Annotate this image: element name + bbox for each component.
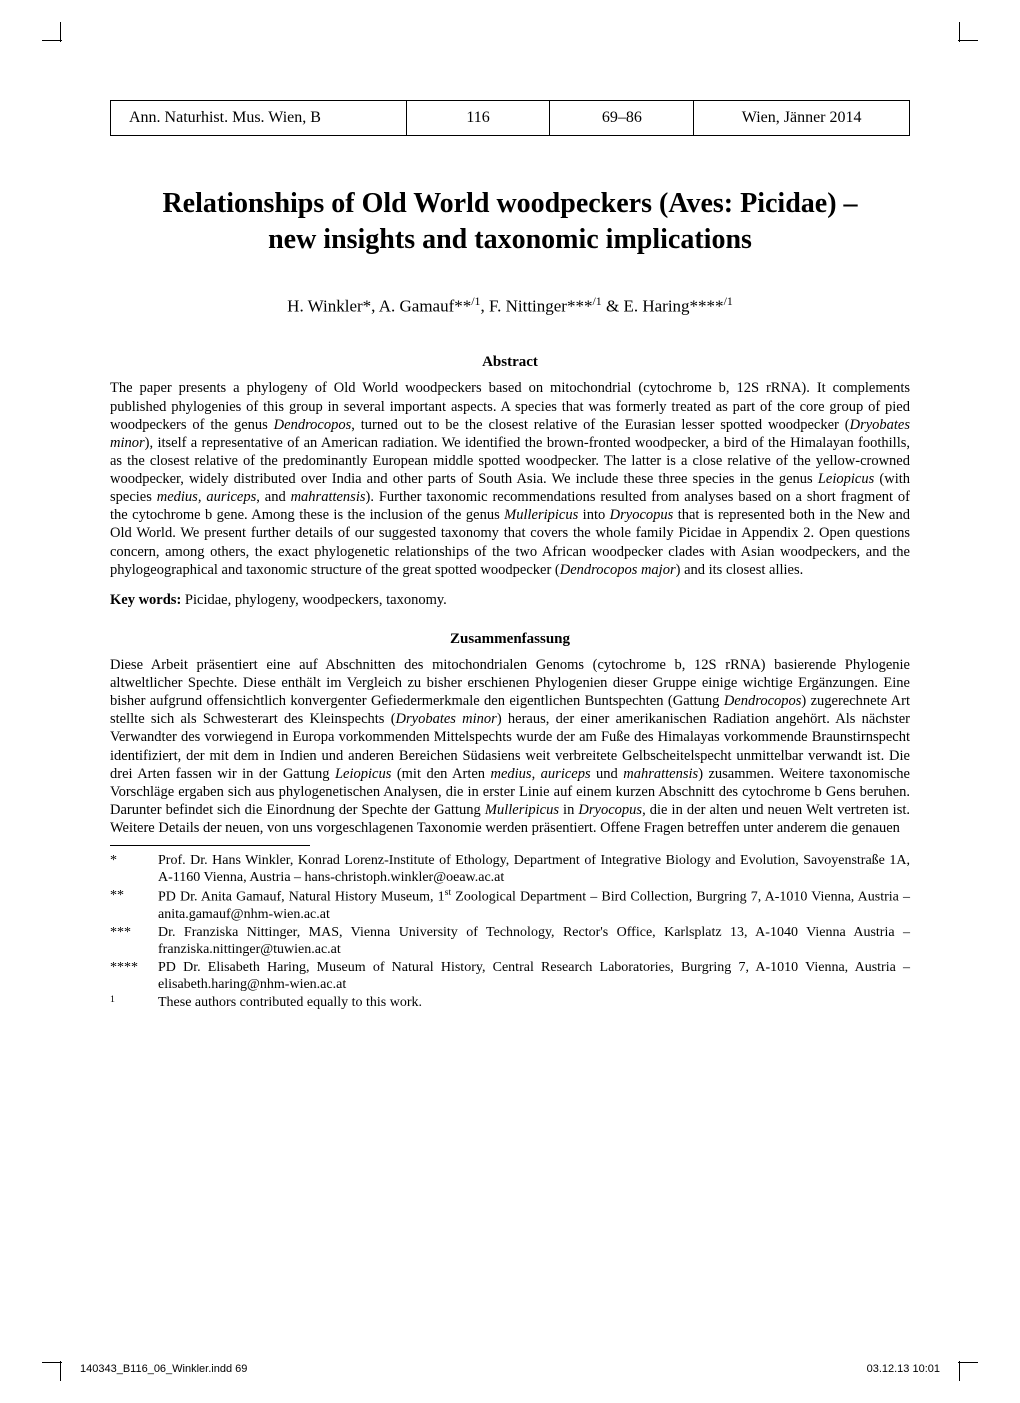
- title-line-1: Relationships of Old World woodpeckers (…: [162, 188, 857, 219]
- title-line-2: new insights and taxonomic implications: [268, 224, 752, 255]
- journal-name: Ann. Naturhist. Mus. Wien, B: [111, 101, 407, 136]
- footnote-marker: **: [110, 887, 158, 923]
- paper-title: Relationships of Old World woodpeckers (…: [110, 186, 910, 259]
- footnote-3: *** Dr. Franziska Nittinger, MAS, Vienna…: [110, 924, 910, 958]
- abstract-body: The paper presents a phylogeny of Old Wo…: [110, 379, 910, 578]
- footnote-marker: 1: [110, 994, 158, 1011]
- keywords-label: Key words:: [110, 592, 181, 608]
- keywords-line: Key words: Picidae, phylogeny, woodpecke…: [110, 591, 910, 609]
- footnote-4: **** PD Dr. Elisabeth Haring, Museum of …: [110, 959, 910, 993]
- footnote-marker: ****: [110, 959, 158, 993]
- journal-volume: 116: [406, 101, 550, 136]
- footnote-separator: [110, 845, 310, 846]
- footnote-5: 1 These authors contributed equally to t…: [110, 994, 910, 1011]
- footnote-2: ** PD Dr. Anita Gamauf, Natural History …: [110, 887, 910, 923]
- footnote-text: These authors contributed equally to thi…: [158, 994, 910, 1011]
- footnote-text: Prof. Dr. Hans Winkler, Konrad Lorenz-In…: [158, 852, 910, 886]
- zusammenfassung-body: Diese Arbeit präsentiert eine auf Abschn…: [110, 656, 910, 837]
- journal-location-date: Wien, Jänner 2014: [694, 101, 910, 136]
- footnote-text: Dr. Franziska Nittinger, MAS, Vienna Uni…: [158, 924, 910, 958]
- zusammenfassung-heading: Zusammenfassung: [110, 631, 910, 648]
- page-footer: 140343_B116_06_Winkler.indd 69 03.12.13 …: [80, 1363, 940, 1375]
- footnote-marker: ***: [110, 924, 158, 958]
- footnote-1: * Prof. Dr. Hans Winkler, Konrad Lorenz-…: [110, 852, 910, 886]
- footer-left: 140343_B116_06_Winkler.indd 69: [80, 1363, 247, 1375]
- journal-pages: 69–86: [550, 101, 694, 136]
- abstract-heading: Abstract: [110, 354, 910, 371]
- footnote-text: PD Dr. Anita Gamauf, Natural History Mus…: [158, 887, 910, 923]
- footnote-text: PD Dr. Elisabeth Haring, Museum of Natur…: [158, 959, 910, 993]
- footer-right: 03.12.13 10:01: [867, 1363, 940, 1375]
- footnote-marker: *: [110, 852, 158, 886]
- authors-line: H. Winkler*, A. Gamauf**/1, F. Nittinger…: [110, 294, 910, 317]
- journal-header-table: Ann. Naturhist. Mus. Wien, B 116 69–86 W…: [110, 100, 910, 136]
- keywords-text: Picidae, phylogeny, woodpeckers, taxonom…: [181, 592, 447, 608]
